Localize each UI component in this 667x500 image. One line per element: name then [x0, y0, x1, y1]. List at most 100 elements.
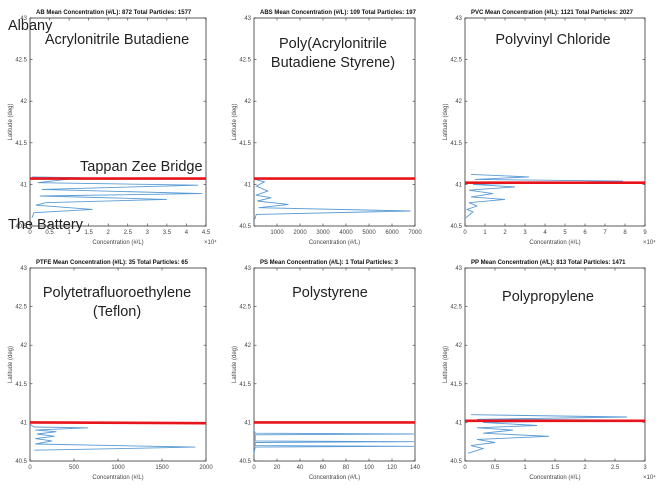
x-tick-label: 2.5 — [611, 465, 620, 471]
albany-label: Albany — [8, 18, 53, 34]
x-tick-label: 6000 — [385, 230, 399, 236]
panel-title: ABS Mean Concentration (#/L): 109 Total … — [260, 10, 417, 16]
polymer-name-line-2: (Teflon) — [93, 304, 141, 320]
x-tick-label: 3.5 — [163, 230, 172, 236]
x-tick-label: 3 — [643, 465, 647, 471]
y-tick-label: 43 — [455, 16, 462, 22]
y-tick-label: 43 — [20, 16, 27, 22]
x-axis-label: Concentration (#/L) — [309, 475, 360, 481]
x-tick-label: 20 — [274, 465, 281, 471]
y-axis-label: Latitude (deg) — [8, 103, 14, 140]
x-tick-label: 1 — [67, 230, 71, 236]
y-tick-label: 41 — [244, 420, 251, 426]
polymer-name: Polypropylene — [502, 289, 594, 305]
x-axis-label: Concentration (#/L) — [92, 240, 143, 246]
x-tick-label: 2000 — [199, 465, 213, 471]
x-tick-label: 80 — [343, 465, 350, 471]
x-tick-label: 0.5 — [45, 230, 54, 236]
x-axis-exponent: ×10⁴ — [643, 239, 656, 246]
x-axis-label: Concentration (#/L) — [529, 240, 580, 246]
panel-title: PTFE Mean Concentration (#/L): 35 Total … — [36, 260, 189, 266]
polymer-name: Poly(Acrylonitrile Butadiene Styrene) — [271, 36, 395, 71]
x-tick-label: 2000 — [293, 230, 307, 236]
y-tick-label: 42 — [20, 99, 27, 105]
y-tick-label: 41.5 — [239, 382, 251, 388]
chart-panel-1: AB Mean Concentration (#/L): 872 Total P… — [8, 10, 217, 246]
x-tick-label: 140 — [410, 465, 421, 471]
y-axis-label: Latitude (deg) — [8, 346, 14, 383]
x-tick-label: 4 — [185, 230, 189, 236]
x-tick-label: 500 — [69, 465, 80, 471]
chart-panel-4: PTFE Mean Concentration (#/L): 35 Total … — [8, 260, 213, 481]
y-tick-label: 41 — [20, 420, 27, 426]
y-tick-label: 42 — [455, 343, 462, 349]
polymer-name: Polyvinyl Chloride — [495, 32, 610, 48]
x-tick-label: 120 — [387, 465, 398, 471]
x-tick-label: 0.5 — [491, 465, 500, 471]
x-tick-label: 1 — [483, 230, 487, 236]
y-tick-label: 42.5 — [15, 305, 27, 311]
x-tick-label: 40 — [297, 465, 304, 471]
tappan-zee-label: Tappan Zee Bridge — [80, 159, 203, 175]
battery-label: The Battery — [8, 217, 84, 233]
x-tick-label: 7 — [603, 230, 607, 236]
x-tick-label: 4000 — [339, 230, 353, 236]
concentration-trace — [254, 178, 411, 220]
x-tick-label: 2.5 — [124, 230, 133, 236]
y-tick-label: 42.5 — [239, 58, 251, 64]
x-tick-label: 1500 — [155, 465, 169, 471]
plot-frame — [253, 267, 416, 462]
x-tick-label: 1.5 — [551, 465, 560, 471]
y-tick-label: 42 — [455, 99, 462, 105]
y-axis-label: Latitude (deg) — [443, 103, 449, 140]
x-tick-label: 60 — [320, 465, 327, 471]
y-tick-label: 41.5 — [15, 382, 27, 388]
y-tick-label: 40.5 — [15, 459, 27, 465]
polymer-name-line-1: Polytetrafluoroethylene — [43, 285, 191, 301]
chart-panel-5: PS Mean Concentration (#/L): 1 Total Par… — [232, 260, 421, 481]
x-tick-label: 2 — [583, 465, 587, 471]
x-tick-label: 1.5 — [84, 230, 93, 236]
polymer-name-line-2: Butadiene Styrene) — [271, 55, 395, 71]
x-tick-label: 1000 — [270, 230, 284, 236]
x-tick-label: 4 — [543, 230, 547, 236]
polymer-name: Polytetrafluoroethylene (Teflon) — [43, 285, 191, 320]
chart-panel-2: ABS Mean Concentration (#/L): 109 Total … — [232, 10, 422, 246]
concentration-trace — [31, 176, 203, 218]
concentration-trace — [253, 429, 414, 454]
plot-frame — [29, 17, 207, 227]
y-tick-label: 43 — [244, 266, 251, 272]
x-tick-label: 3000 — [316, 230, 330, 236]
x-tick-label: 0 — [463, 230, 467, 236]
y-tick-label: 42.5 — [450, 58, 462, 64]
x-tick-label: 8 — [623, 230, 627, 236]
chart-panel-3: PVC Mean Concentration (#/L): 1121 Total… — [443, 10, 656, 246]
y-tick-label: 40.5 — [450, 459, 462, 465]
x-axis-exponent: ×10⁴ — [643, 474, 656, 481]
y-tick-label: 42 — [244, 99, 251, 105]
x-tick-label: 5 — [563, 230, 567, 236]
tappan-zee-bridge-line — [29, 421, 207, 425]
x-axis-label: Concentration (#/L) — [309, 240, 360, 246]
x-tick-label: 1000 — [111, 465, 125, 471]
y-tick-label: 41 — [244, 182, 251, 188]
x-tick-label: 2 — [503, 230, 507, 236]
x-tick-label: 0 — [28, 465, 32, 471]
x-tick-label: 0 — [463, 465, 467, 471]
y-tick-label: 41 — [455, 182, 462, 188]
polymer-name: Acrylonitrile Butadiene — [45, 32, 189, 48]
y-tick-label: 43 — [455, 266, 462, 272]
x-tick-label: 5000 — [362, 230, 376, 236]
y-tick-label: 41.5 — [15, 141, 27, 147]
x-tick-label: 4.5 — [202, 230, 211, 236]
y-tick-label: 40.5 — [15, 224, 27, 230]
concentration-trace — [29, 423, 196, 451]
chart-panel-6: PP Mean Concentration (#/L): 813 Total P… — [443, 260, 656, 481]
x-tick-label: 3 — [523, 230, 527, 236]
plot-frame — [464, 17, 646, 227]
x-axis-exponent: ×10⁴ — [204, 239, 217, 246]
y-tick-label: 41 — [455, 420, 462, 426]
x-tick-label: 0 — [252, 465, 256, 471]
x-tick-label: 9 — [643, 230, 647, 236]
